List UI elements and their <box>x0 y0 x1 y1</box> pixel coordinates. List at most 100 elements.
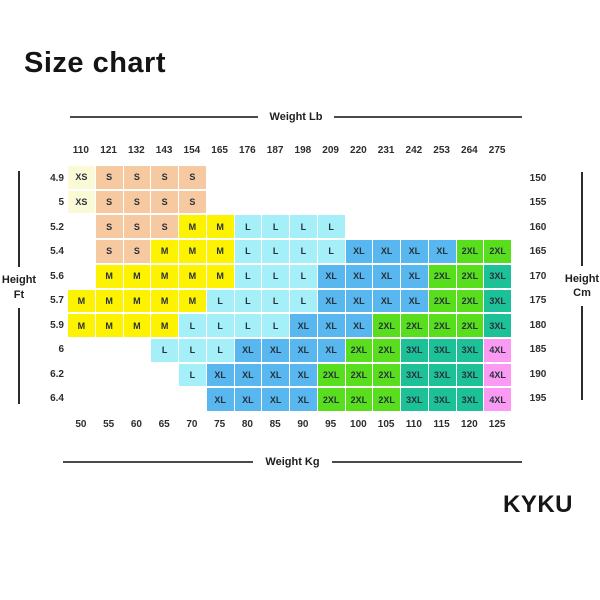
size-cell-empty <box>318 166 345 189</box>
size-cell-l: L <box>262 264 289 288</box>
size-cell-l: L <box>317 240 345 263</box>
size-cell-l: L <box>317 215 345 239</box>
size-cell-xl: XL <box>262 338 289 362</box>
size-cell-empty <box>484 166 511 189</box>
size-cell-empty <box>68 215 95 238</box>
size-cell-s: S <box>95 215 123 239</box>
size-cell-l: L <box>262 289 289 313</box>
size-cell-empty <box>401 191 428 214</box>
weight-kg-tick: 95 <box>325 419 337 430</box>
size-cell-m: M <box>95 314 123 337</box>
size-cell-s: S <box>95 166 123 189</box>
height-cm-ticks: 150 155 160 165 170 175 180 185 190 195 <box>522 166 554 411</box>
weight-kg-tick: 90 <box>297 419 309 430</box>
size-cell-empty <box>429 191 456 214</box>
weight-lb-tick: 165 <box>211 145 228 156</box>
axis-line <box>334 116 522 118</box>
size-cell-m: M <box>179 240 206 263</box>
height-ft-tick: 5.6 <box>50 270 64 282</box>
size-cell-empty <box>484 191 511 214</box>
axis-line <box>581 172 583 266</box>
size-cell-m: M <box>151 264 178 288</box>
size-cell-xs: XS <box>68 166 95 189</box>
size-cell-2xl: 2XL <box>484 240 511 263</box>
size-cell-empty <box>124 339 151 362</box>
weight-lb-tick: 132 <box>128 145 145 156</box>
size-cell-empty <box>179 388 206 411</box>
height-ft-tick: 6 <box>58 344 64 356</box>
size-cell-empty <box>68 364 95 387</box>
size-cell-m: M <box>95 264 123 288</box>
size-cell-l: L <box>234 215 262 239</box>
size-cell-xl: XL <box>345 264 373 288</box>
height-cm-tick: 175 <box>529 295 547 307</box>
height-ft-tick: 5.7 <box>50 295 64 307</box>
weight-lb-tick: 198 <box>294 145 312 156</box>
weight-kg-tick: 65 <box>158 419 170 430</box>
size-cell-xl: XL <box>345 314 373 337</box>
size-cell-2xl: 2XL <box>456 314 484 337</box>
weight-lb-tick: 187 <box>266 145 284 156</box>
size-cell-2xl: 2XL <box>428 264 456 288</box>
weight-kg-tick: 120 <box>461 419 478 430</box>
size-cell-3xl: 3XL <box>428 338 456 362</box>
size-cell-xl: XL <box>290 314 317 337</box>
size-cell-xl: XL <box>428 240 456 263</box>
size-cell-m: M <box>123 314 151 337</box>
size-cell-3xl: 3XL <box>428 388 456 411</box>
size-cell-3xl: 3XL <box>484 314 511 337</box>
size-cell-empty <box>68 388 95 411</box>
size-cell-empty <box>346 191 373 214</box>
size-cell-s: S <box>123 240 151 263</box>
size-cell-empty <box>484 215 511 238</box>
weight-kg-tick: 85 <box>269 419 281 430</box>
size-cell-s: S <box>123 166 151 189</box>
size-cell-xl: XL <box>401 240 428 263</box>
size-cell-s: S <box>123 215 151 239</box>
size-cell-s: S <box>179 166 206 189</box>
axis-line <box>18 307 20 404</box>
height-ft-tick: 5.9 <box>50 319 64 331</box>
size-cell-xl: XL <box>373 264 400 288</box>
size-cell-empty <box>151 364 178 387</box>
weight-lb-tick: 242 <box>405 145 423 156</box>
size-cell-s: S <box>123 190 151 214</box>
axis-line <box>63 461 254 463</box>
size-cell-3xl: 3XL <box>484 264 511 288</box>
height-cm-tick: 195 <box>529 393 547 405</box>
weight-lb-tick: 154 <box>183 145 201 156</box>
size-cell-l: L <box>290 215 317 239</box>
size-cell-xl: XL <box>262 363 289 387</box>
height-cm-axis: Height Cm <box>560 172 600 400</box>
height-ft-tick: 6.2 <box>50 368 64 380</box>
size-cell-xl: XL <box>373 240 400 263</box>
height-cm-tick: 180 <box>529 319 547 331</box>
size-cell-2xl: 2XL <box>317 388 345 411</box>
size-cell-l: L <box>290 289 317 313</box>
size-cell-empty <box>207 166 234 189</box>
weight-kg-tick: 80 <box>241 419 253 430</box>
height-ft-label: Height Ft <box>2 273 36 302</box>
size-cell-l: L <box>179 338 206 362</box>
size-cell-empty <box>68 265 95 288</box>
size-cell-empty <box>235 166 262 189</box>
size-cell-xl: XL <box>290 338 317 362</box>
height-ft-label-line2: Ft <box>13 288 25 301</box>
size-cell-l: L <box>234 314 262 337</box>
size-cell-empty <box>96 364 123 387</box>
weight-lb-tick: 220 <box>350 145 367 156</box>
size-cell-xl: XL <box>234 338 262 362</box>
size-cell-empty <box>457 166 484 189</box>
weight-lb-tick: 176 <box>239 145 256 156</box>
size-cell-s: S <box>151 215 178 239</box>
height-cm-label-line1: Height <box>564 272 600 285</box>
size-cell-empty <box>290 191 317 214</box>
size-cell-s: S <box>179 190 206 214</box>
size-cell-l: L <box>262 314 289 337</box>
weight-kg-tick: 125 <box>488 419 506 430</box>
size-cell-3xl: 3XL <box>401 388 428 411</box>
size-cell-l: L <box>179 363 206 387</box>
size-cell-empty <box>262 166 289 189</box>
size-cell-l: L <box>234 264 262 288</box>
size-cell-empty <box>373 215 400 238</box>
